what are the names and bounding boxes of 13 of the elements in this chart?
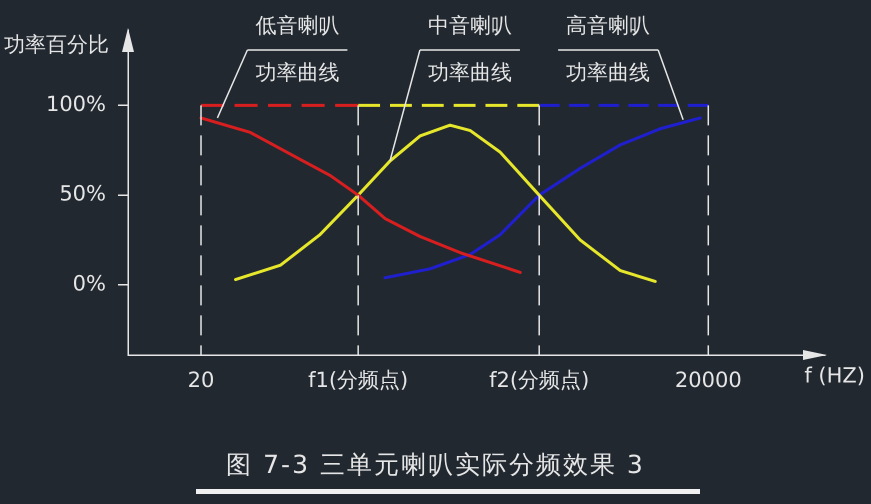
- text: 图 7-3 三单元喇叭实际分频效果 3: [225, 449, 646, 481]
- x-tick-label: 20000: [674, 368, 742, 392]
- annotation: 高音喇叭功率曲线: [566, 13, 650, 84]
- y-axis-title: 功率百分比: [4, 32, 109, 56]
- y-tick-label: 100%: [46, 92, 106, 116]
- x-tick-label: 20: [188, 368, 214, 392]
- x-tick-label: f1(分频点): [308, 368, 408, 392]
- annotation: 中音喇叭功率曲线: [428, 13, 512, 84]
- y-tick-label: 0%: [72, 271, 106, 296]
- x-axis-title: f (HZ): [804, 363, 865, 388]
- y-tick-label: 50%: [59, 182, 106, 206]
- annotation: 低音喇叭功率曲线: [255, 13, 340, 84]
- x-tick-label: f2(分频点): [489, 368, 590, 392]
